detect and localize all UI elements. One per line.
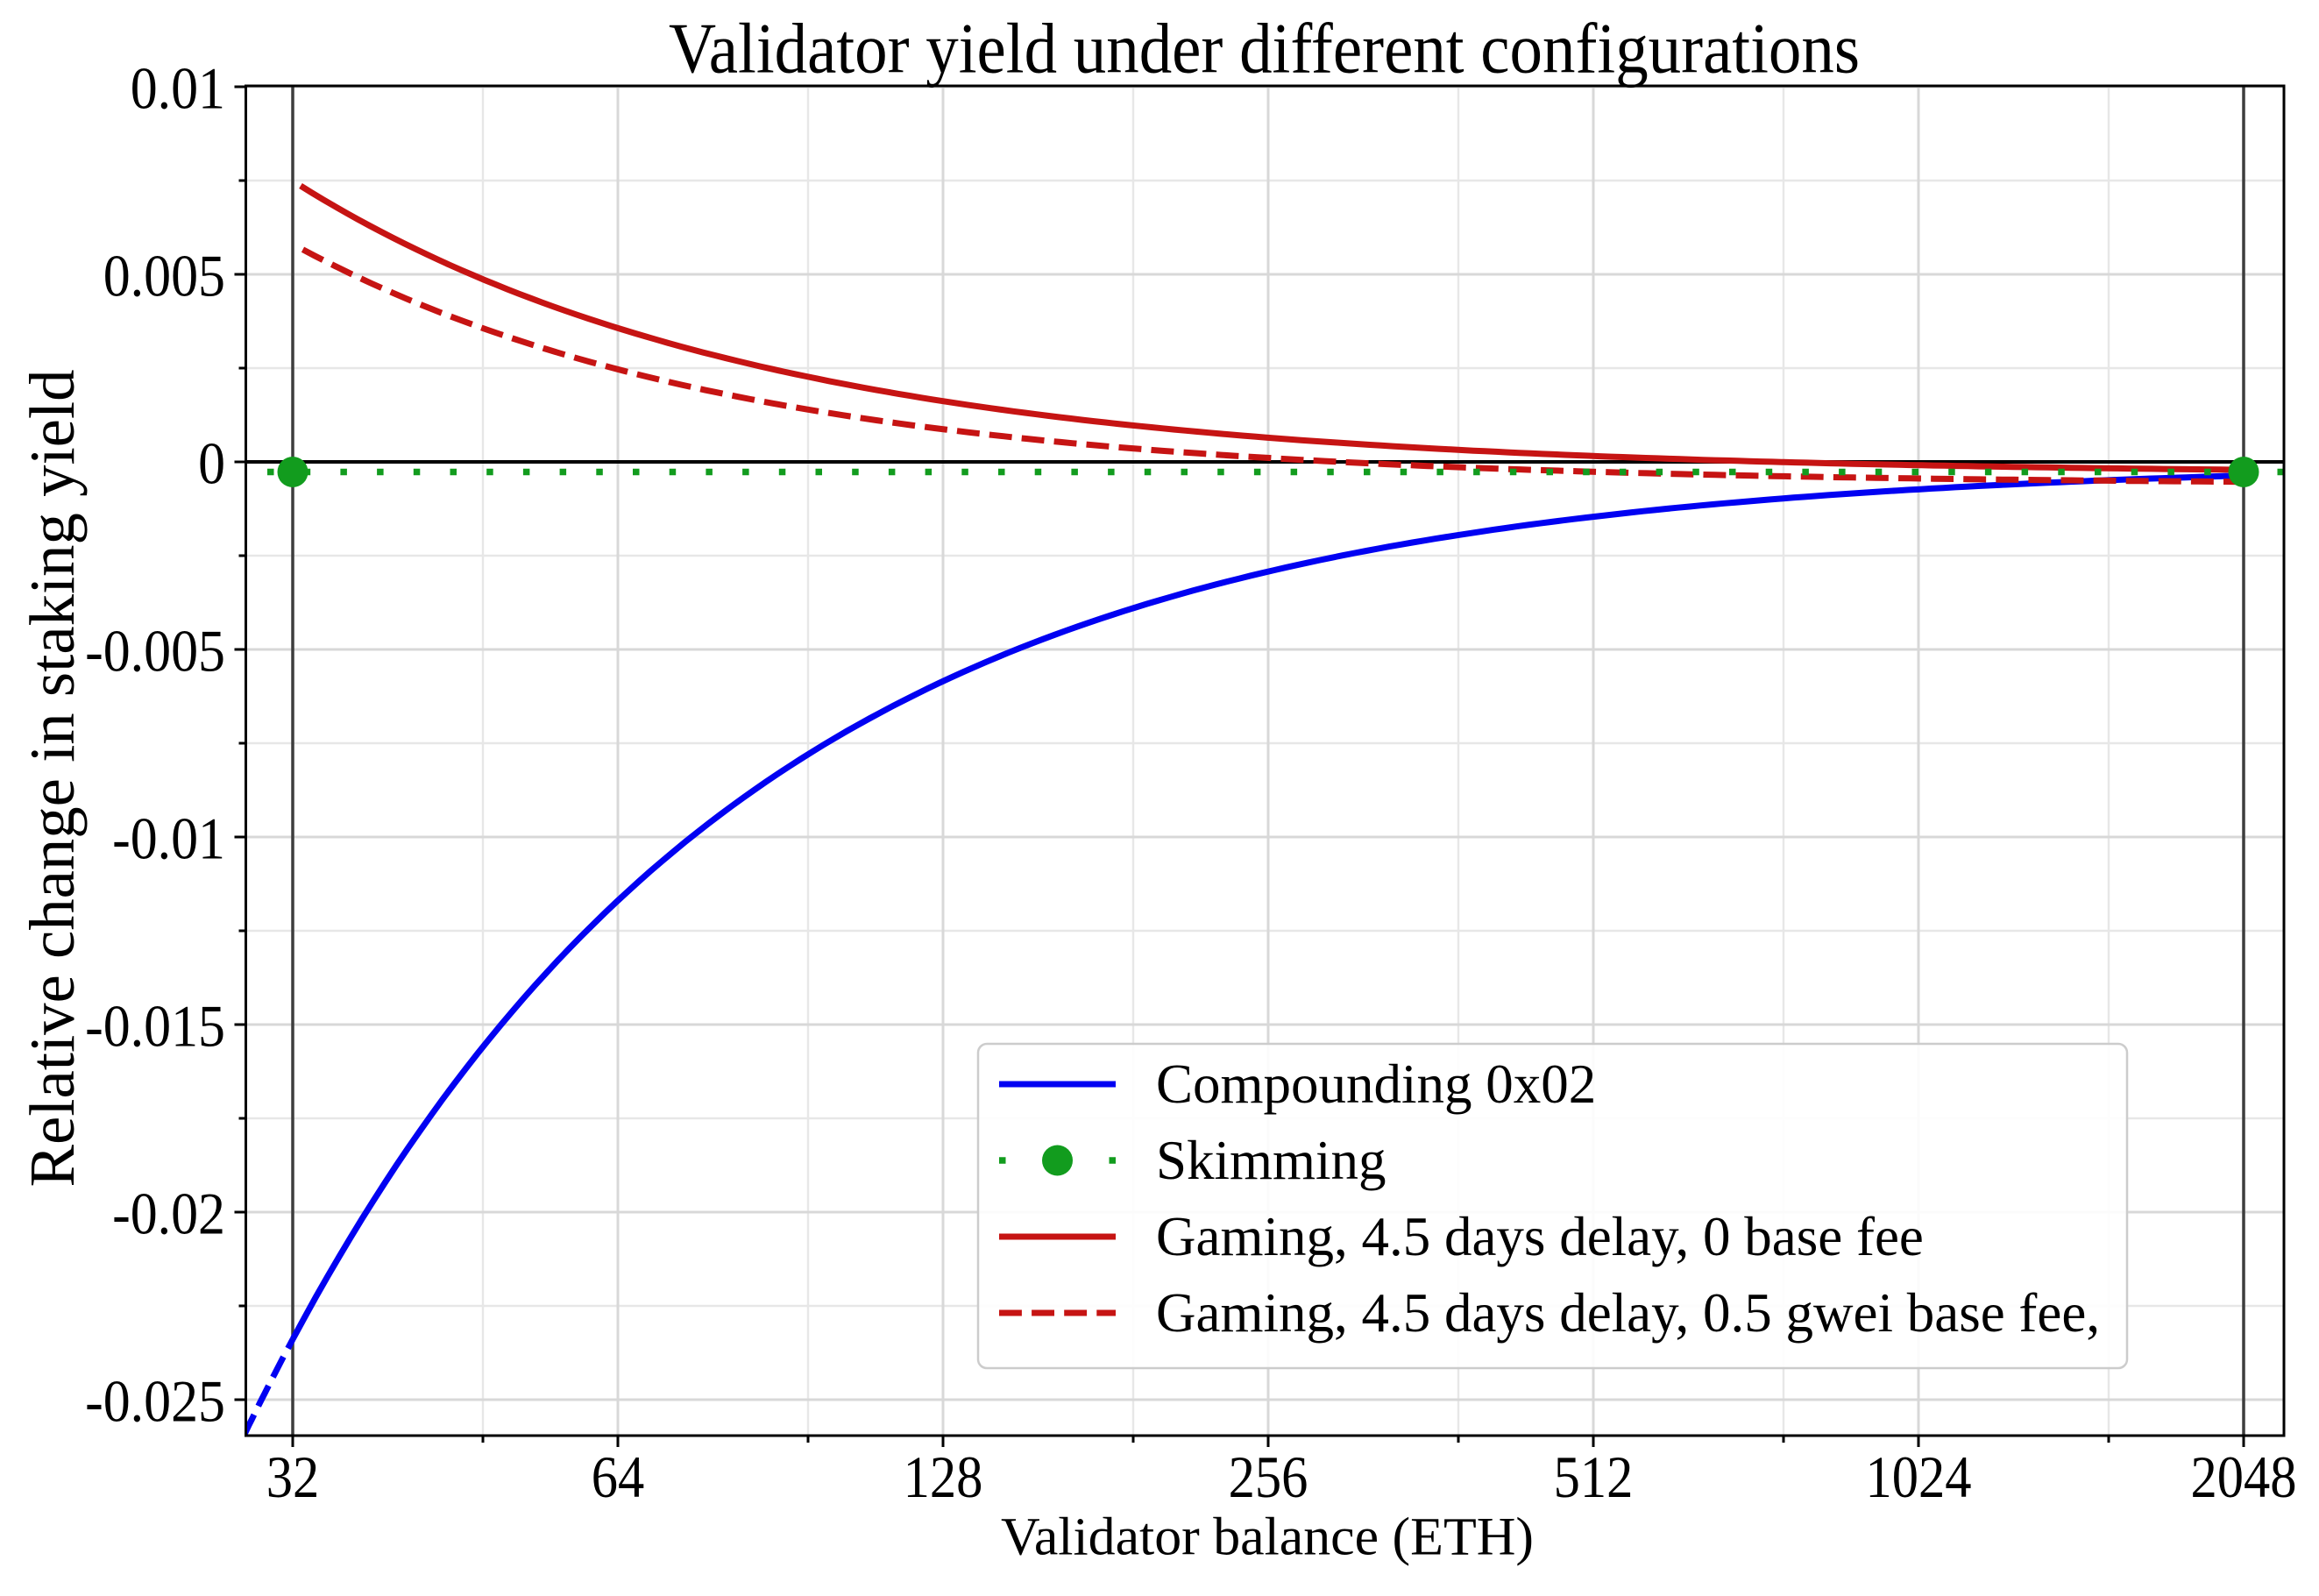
svg-text:Relative change in staking yie: Relative change in staking yield xyxy=(17,370,88,1188)
svg-text:-0.02: -0.02 xyxy=(112,1180,225,1246)
svg-text:Compounding 0x02: Compounding 0x02 xyxy=(1156,1053,1596,1115)
svg-text:-0.025: -0.025 xyxy=(85,1367,225,1434)
svg-text:2048: 2048 xyxy=(2191,1443,2297,1510)
svg-text:256: 256 xyxy=(1229,1443,1308,1510)
svg-text:-0.005: -0.005 xyxy=(85,617,225,684)
svg-text:Validator balance (ETH): Validator balance (ETH) xyxy=(1001,1508,1534,1567)
svg-text:0.005: 0.005 xyxy=(103,242,225,309)
svg-text:-0.01: -0.01 xyxy=(112,805,225,871)
svg-text:512: 512 xyxy=(1554,1443,1634,1510)
svg-text:Gaming, 4.5 days delay, 0 base: Gaming, 4.5 days delay, 0 base fee xyxy=(1156,1206,1924,1267)
svg-text:0.01: 0.01 xyxy=(131,54,225,121)
svg-text:Gaming, 4.5 days delay, 0.5 gw: Gaming, 4.5 days delay, 0.5 gwei base fe… xyxy=(1156,1282,2100,1344)
svg-text:64: 64 xyxy=(592,1443,645,1510)
svg-text:32: 32 xyxy=(266,1443,320,1510)
svg-text:-0.015: -0.015 xyxy=(85,992,225,1059)
svg-text:0: 0 xyxy=(198,429,225,496)
svg-text:Skimming: Skimming xyxy=(1156,1130,1386,1191)
svg-text:128: 128 xyxy=(904,1443,983,1510)
svg-text:1024: 1024 xyxy=(1866,1443,1972,1510)
svg-text:Validator yield under differen: Validator yield under different configur… xyxy=(669,9,1860,89)
